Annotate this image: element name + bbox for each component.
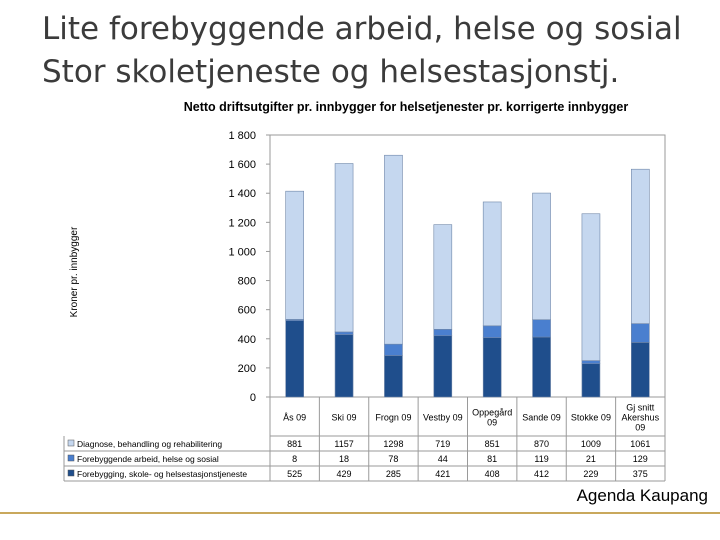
bar-segment (384, 154, 403, 345)
table-cell-value: 229 (583, 469, 598, 479)
bar-segment (482, 337, 502, 398)
bar-segment (631, 323, 650, 343)
y-tick-label: 600 (238, 305, 256, 317)
table-cell-value: 525 (287, 469, 302, 479)
legend-swatch (67, 439, 75, 447)
legend-entry: Forebygging, skole- og helsestasjonstjen… (77, 469, 247, 479)
bar-segment (581, 360, 601, 364)
table-cell-value: 412 (534, 469, 549, 479)
bar-segment (334, 334, 354, 398)
table-cell-value: 1157 (334, 439, 353, 449)
table-cell-value: 285 (386, 469, 401, 479)
y-tick-label: 400 (238, 334, 256, 346)
bar-segment (384, 343, 403, 356)
table-cell-value: 44 (438, 454, 448, 464)
category-label: Ås 09 (283, 413, 306, 423)
table-cell-value: 719 (435, 439, 450, 449)
bar-segment (433, 329, 453, 337)
table-cell-value: 78 (388, 454, 398, 464)
category-label: Frogn 09 (375, 413, 411, 423)
table-cell-value: 421 (435, 469, 450, 479)
y-tick-label: 200 (238, 363, 256, 375)
table-cell-value: 18 (339, 454, 349, 464)
table-cell-value: 8 (292, 454, 297, 464)
plot-frame (269, 134, 666, 398)
y-tick-label: 1 200 (228, 217, 256, 229)
footer-brand: Agenda Kaupang (576, 486, 708, 505)
slide-title: Lite forebyggende arbeid, helse og sosia… (42, 8, 712, 94)
bar-segment (384, 355, 403, 398)
bar-segment (532, 336, 551, 398)
bar-segment (631, 342, 650, 398)
table-cell-value: 1009 (581, 439, 601, 449)
category-label: Akershus (622, 413, 660, 423)
bar-segment (285, 320, 304, 398)
category-label: Gj snitt (626, 403, 655, 413)
category-label: Oppegård (472, 408, 512, 418)
table-cell-value: 129 (633, 454, 648, 464)
table-cell-value: 408 (485, 469, 500, 479)
bar-segment (482, 325, 502, 338)
category-label: Stokke 09 (571, 413, 611, 423)
footer-divider (0, 512, 720, 514)
legend-entry: Diagnose, behandling og rehabilitering (77, 439, 222, 449)
category-label: Vestby 09 (423, 413, 463, 423)
bar-segment (433, 224, 453, 330)
category-label: 09 (487, 418, 497, 428)
y-tick-label: 1 000 (228, 246, 256, 258)
bar-segment (334, 163, 354, 333)
slide-title-line-2: Stor skoletjeneste og helsestasjonstj. (42, 54, 620, 90)
y-tick-label: 1 800 (228, 130, 256, 142)
table-cell-value: 119 (534, 454, 548, 464)
table-cell-value: 21 (586, 454, 596, 464)
bar-segment (285, 190, 304, 320)
y-tick-label: 0 (250, 392, 256, 404)
bar-segment (532, 192, 551, 321)
bar-segment (482, 201, 502, 327)
bar-segment (433, 335, 453, 398)
legend-entry: Forebyggende arbeid, helse og sosial (77, 454, 219, 464)
bar-segment (581, 363, 601, 398)
bar-segment (631, 168, 650, 324)
bar-segment (532, 319, 551, 338)
bar-segment (334, 331, 354, 335)
y-tick-label: 800 (238, 276, 256, 288)
table-cell-value: 870 (534, 439, 549, 449)
chart-title: Netto driftsutgifter pr. innbygger for h… (184, 100, 629, 114)
table-cell-value: 1298 (383, 439, 403, 449)
category-label: 09 (635, 423, 645, 433)
y-axis-label: Kroner pr. innbygger (69, 226, 80, 317)
table-cell-value: 375 (633, 469, 648, 479)
bar-segment (581, 213, 601, 361)
table-cell-value: 881 (287, 439, 302, 449)
table-cell-value: 851 (485, 439, 500, 449)
table-cell-value: 1061 (630, 439, 650, 449)
category-label: Ski 09 (332, 413, 357, 423)
category-label: Sande 09 (522, 413, 561, 423)
slide-title-line-1: Lite forebyggende arbeid, helse og sosia… (42, 11, 682, 47)
legend-swatch (67, 454, 75, 462)
table-cell-value: 429 (337, 469, 352, 479)
y-tick-label: 1 600 (228, 159, 256, 171)
y-tick-label: 1 400 (228, 188, 256, 200)
table-cell-value: 81 (487, 454, 497, 464)
legend-swatch (67, 469, 75, 477)
